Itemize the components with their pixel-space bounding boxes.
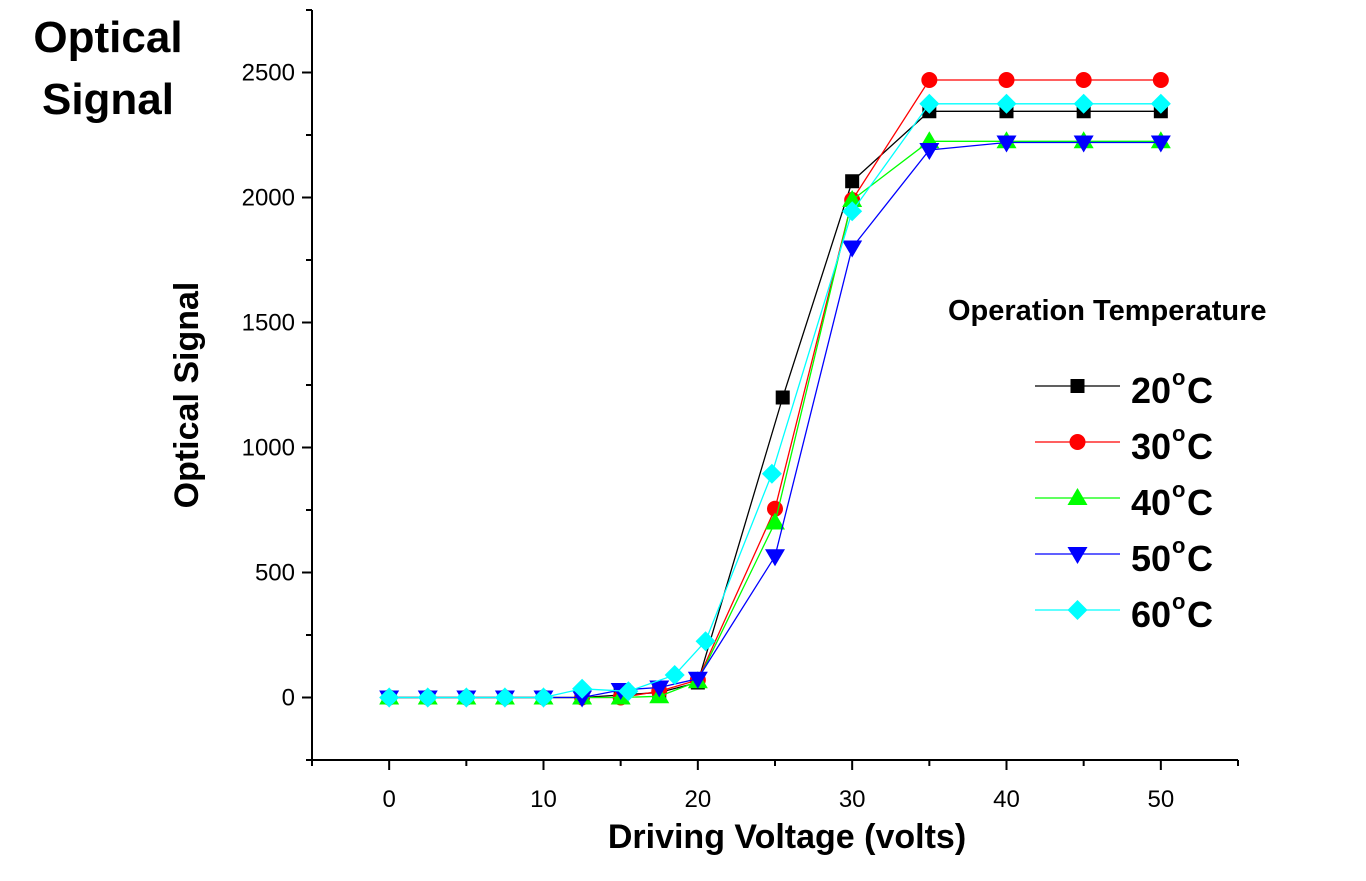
legend-item-20C: 20 o C [1035, 365, 1213, 411]
legend-label-unit: C [1187, 426, 1213, 467]
data-point [494, 687, 515, 708]
legend-label-value: 20 [1131, 370, 1171, 411]
y-tick-label: 2000 [242, 185, 295, 212]
legend-label-value: 40 [1131, 482, 1171, 523]
data-point [417, 687, 438, 708]
y-axis-title: Optical Signal [168, 282, 206, 509]
data-point [921, 72, 938, 88]
data-point [842, 190, 863, 207]
legend-label-degree: o [1172, 421, 1185, 446]
data-point [919, 143, 940, 160]
legend-label-degree: o [1172, 365, 1185, 390]
x-tick-label: 20 [684, 786, 711, 813]
data-point [1150, 135, 1171, 153]
series-40C [379, 131, 1171, 705]
series-60C [379, 93, 1171, 708]
data-point [1073, 93, 1094, 114]
legend-marker [1069, 434, 1086, 450]
legend-label-unit: C [1187, 370, 1213, 411]
data-point [919, 93, 940, 114]
series-group [379, 72, 1171, 708]
legend-item-30C: 30 o C [1035, 421, 1213, 467]
y-tick-label: 1000 [242, 435, 295, 462]
series-20C [382, 104, 1168, 705]
data-point [765, 512, 785, 530]
y-tick-label: 500 [255, 560, 295, 587]
data-point [572, 678, 593, 699]
x-tick-label: 0 [382, 786, 395, 813]
legend-label-degree: o [1172, 477, 1185, 502]
x-tick-label: 10 [530, 786, 557, 813]
series-line [389, 103, 1161, 699]
legend-label-degree: o [1172, 533, 1185, 558]
y-tick-label: 1500 [242, 310, 295, 337]
legend-label-value: 30 [1131, 426, 1171, 467]
x-axis-title: Driving Voltage (volts) [608, 818, 966, 856]
data-point [996, 93, 1017, 114]
x-tick-label: 30 [839, 786, 866, 813]
x-tick-label: 40 [993, 786, 1020, 813]
legend-label-unit: C [1187, 482, 1213, 523]
legend-label-unit: C [1187, 594, 1213, 635]
data-point [761, 463, 782, 484]
legend-item-50C: 50 o C [1035, 533, 1213, 579]
x-tick-label: 50 [1147, 786, 1174, 813]
legend-marker [1067, 600, 1088, 620]
y-tick-label: 2500 [242, 60, 295, 87]
data-point [1150, 93, 1171, 114]
data-point [379, 687, 400, 708]
legend-label-unit: C [1187, 538, 1213, 579]
data-point [664, 665, 685, 685]
corner-label-line-2: Signal [42, 75, 174, 124]
legend-item-60C: 60 o C [1035, 589, 1213, 635]
data-point [533, 687, 554, 708]
data-point [996, 135, 1017, 153]
data-point [1152, 72, 1169, 88]
data-point [649, 680, 670, 698]
data-point [1075, 72, 1092, 88]
legend-label-value: 60 [1131, 594, 1171, 635]
series-line [389, 141, 1161, 699]
legend-marker [1067, 547, 1088, 564]
data-point [845, 174, 860, 189]
y-tick-label: 0 [282, 685, 295, 712]
data-point [572, 690, 593, 708]
legend-label-degree: o [1172, 589, 1185, 614]
data-point [842, 201, 863, 222]
series-line [389, 140, 1161, 699]
data-point [456, 687, 477, 708]
legend-item-40C: 40 o C [1035, 477, 1213, 523]
data-point [695, 631, 716, 652]
data-point [765, 549, 785, 567]
legend-label-value: 50 [1131, 538, 1171, 579]
data-point [775, 390, 790, 405]
data-point [1073, 135, 1094, 153]
data-point [842, 240, 863, 258]
legend-title: Operation Temperature [948, 295, 1267, 327]
series-line [389, 79, 1161, 699]
legend-marker [1067, 488, 1088, 505]
data-point [618, 681, 639, 702]
legend: 20 o C30 o C40 o C50 o C60 o C [1035, 365, 1213, 635]
corner-label-line-1: Optical [33, 13, 182, 62]
legend-marker [1070, 379, 1085, 393]
data-point [998, 72, 1015, 88]
data-point [687, 671, 708, 689]
